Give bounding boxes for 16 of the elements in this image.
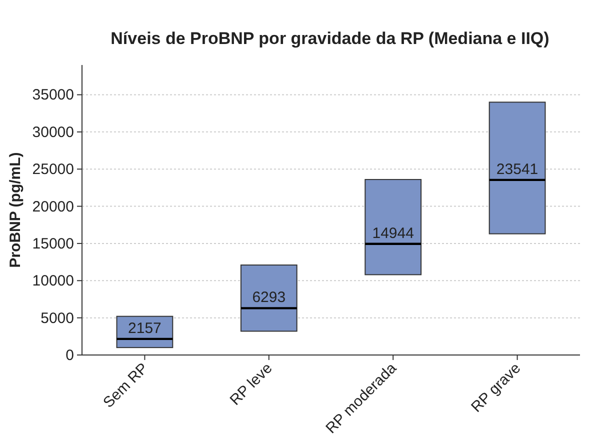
- chart-title: Níveis de ProBNP por gravidade da RP (Mediana e IIQ): [110, 29, 550, 48]
- y-tick-label: 15000: [32, 235, 74, 252]
- text: 6293: [252, 289, 286, 306]
- y-axis-title: ProBNP (pg/mL): [7, 152, 24, 268]
- text: 14944: [372, 224, 414, 242]
- y-tick-label: 5000: [40, 310, 74, 327]
- y-tick-label: 35000: [32, 86, 74, 104]
- y-tick-label: 25000: [32, 161, 74, 178]
- text: 2157: [128, 320, 162, 337]
- y-tick-label: 0: [66, 347, 74, 364]
- y-tick-label: 20000: [32, 198, 74, 216]
- y-tick-label: 30000: [32, 124, 74, 141]
- text: 23541: [496, 160, 538, 178]
- x-tick-label: Sem RP: [100, 360, 152, 412]
- y-tick-label: 10000: [32, 272, 74, 290]
- x-tick-label: RP leve: [226, 360, 276, 409]
